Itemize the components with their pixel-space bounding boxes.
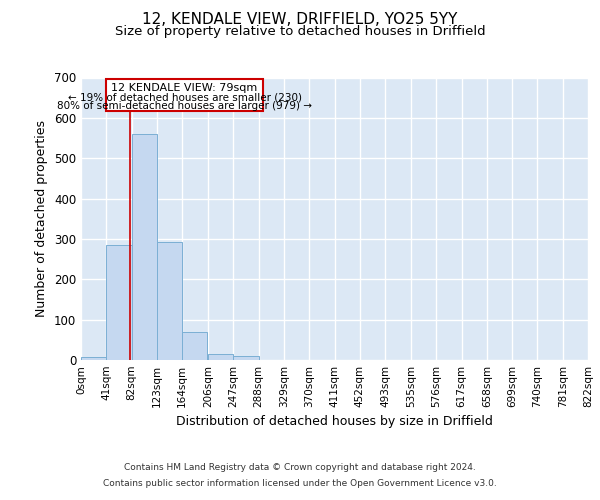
Y-axis label: Number of detached properties: Number of detached properties <box>35 120 49 318</box>
FancyBboxPatch shape <box>106 79 263 110</box>
Bar <box>81 357 106 360</box>
Text: Size of property relative to detached houses in Driffield: Size of property relative to detached ho… <box>115 25 485 38</box>
Text: Contains HM Land Registry data © Crown copyright and database right 2024.: Contains HM Land Registry data © Crown c… <box>124 464 476 472</box>
Bar <box>106 246 131 360</box>
Bar <box>233 356 259 360</box>
Bar <box>208 354 233 360</box>
Text: ← 19% of detached houses are smaller (230): ← 19% of detached houses are smaller (23… <box>68 92 302 102</box>
X-axis label: Distribution of detached houses by size in Driffield: Distribution of detached houses by size … <box>176 416 493 428</box>
Bar <box>182 332 208 360</box>
Text: 80% of semi-detached houses are larger (979) →: 80% of semi-detached houses are larger (… <box>57 101 312 111</box>
Text: 12, KENDALE VIEW, DRIFFIELD, YO25 5YY: 12, KENDALE VIEW, DRIFFIELD, YO25 5YY <box>142 12 458 28</box>
Bar <box>157 242 182 360</box>
Text: Contains public sector information licensed under the Open Government Licence v3: Contains public sector information licen… <box>103 478 497 488</box>
Text: 12 KENDALE VIEW: 79sqm: 12 KENDALE VIEW: 79sqm <box>112 83 258 93</box>
Bar <box>131 134 157 360</box>
